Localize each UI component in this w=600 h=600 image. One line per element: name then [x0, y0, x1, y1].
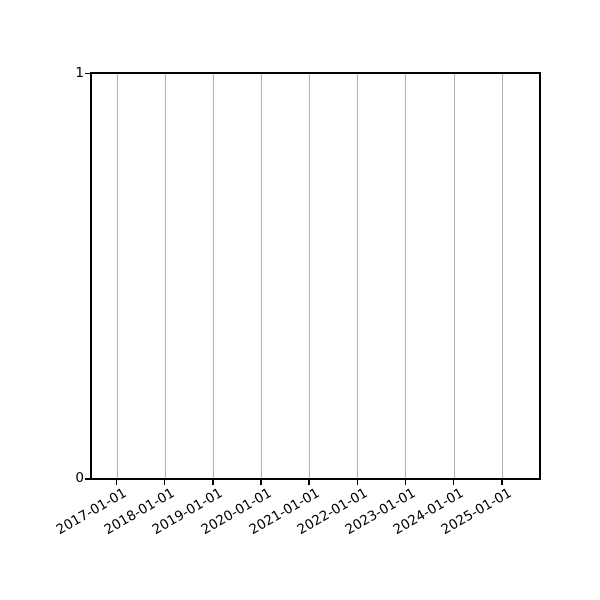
x-tick-mark	[452, 480, 455, 485]
gridline	[116, 74, 118, 478]
x-tick-mark	[404, 480, 407, 485]
x-tick-mark	[260, 480, 262, 485]
gridline	[212, 74, 214, 478]
y-tick-label-1: 1	[75, 65, 84, 81]
gridline	[164, 74, 166, 478]
gridline	[501, 74, 503, 478]
y-tick-label-0: 0	[75, 470, 84, 486]
x-tick-mark	[356, 480, 359, 485]
y-tick-mark	[85, 72, 90, 74]
x-tick-mark	[163, 480, 166, 485]
gridline	[405, 74, 407, 478]
gridline	[309, 74, 311, 478]
x-tick-mark	[115, 480, 118, 485]
y-tick-mark	[85, 478, 90, 480]
gridline	[357, 74, 359, 478]
plot-area	[90, 72, 541, 480]
gridline	[453, 74, 455, 478]
x-tick-mark	[212, 480, 214, 485]
gridline	[260, 74, 262, 478]
x-tick-mark	[501, 480, 503, 485]
x-tick-mark	[308, 480, 310, 485]
